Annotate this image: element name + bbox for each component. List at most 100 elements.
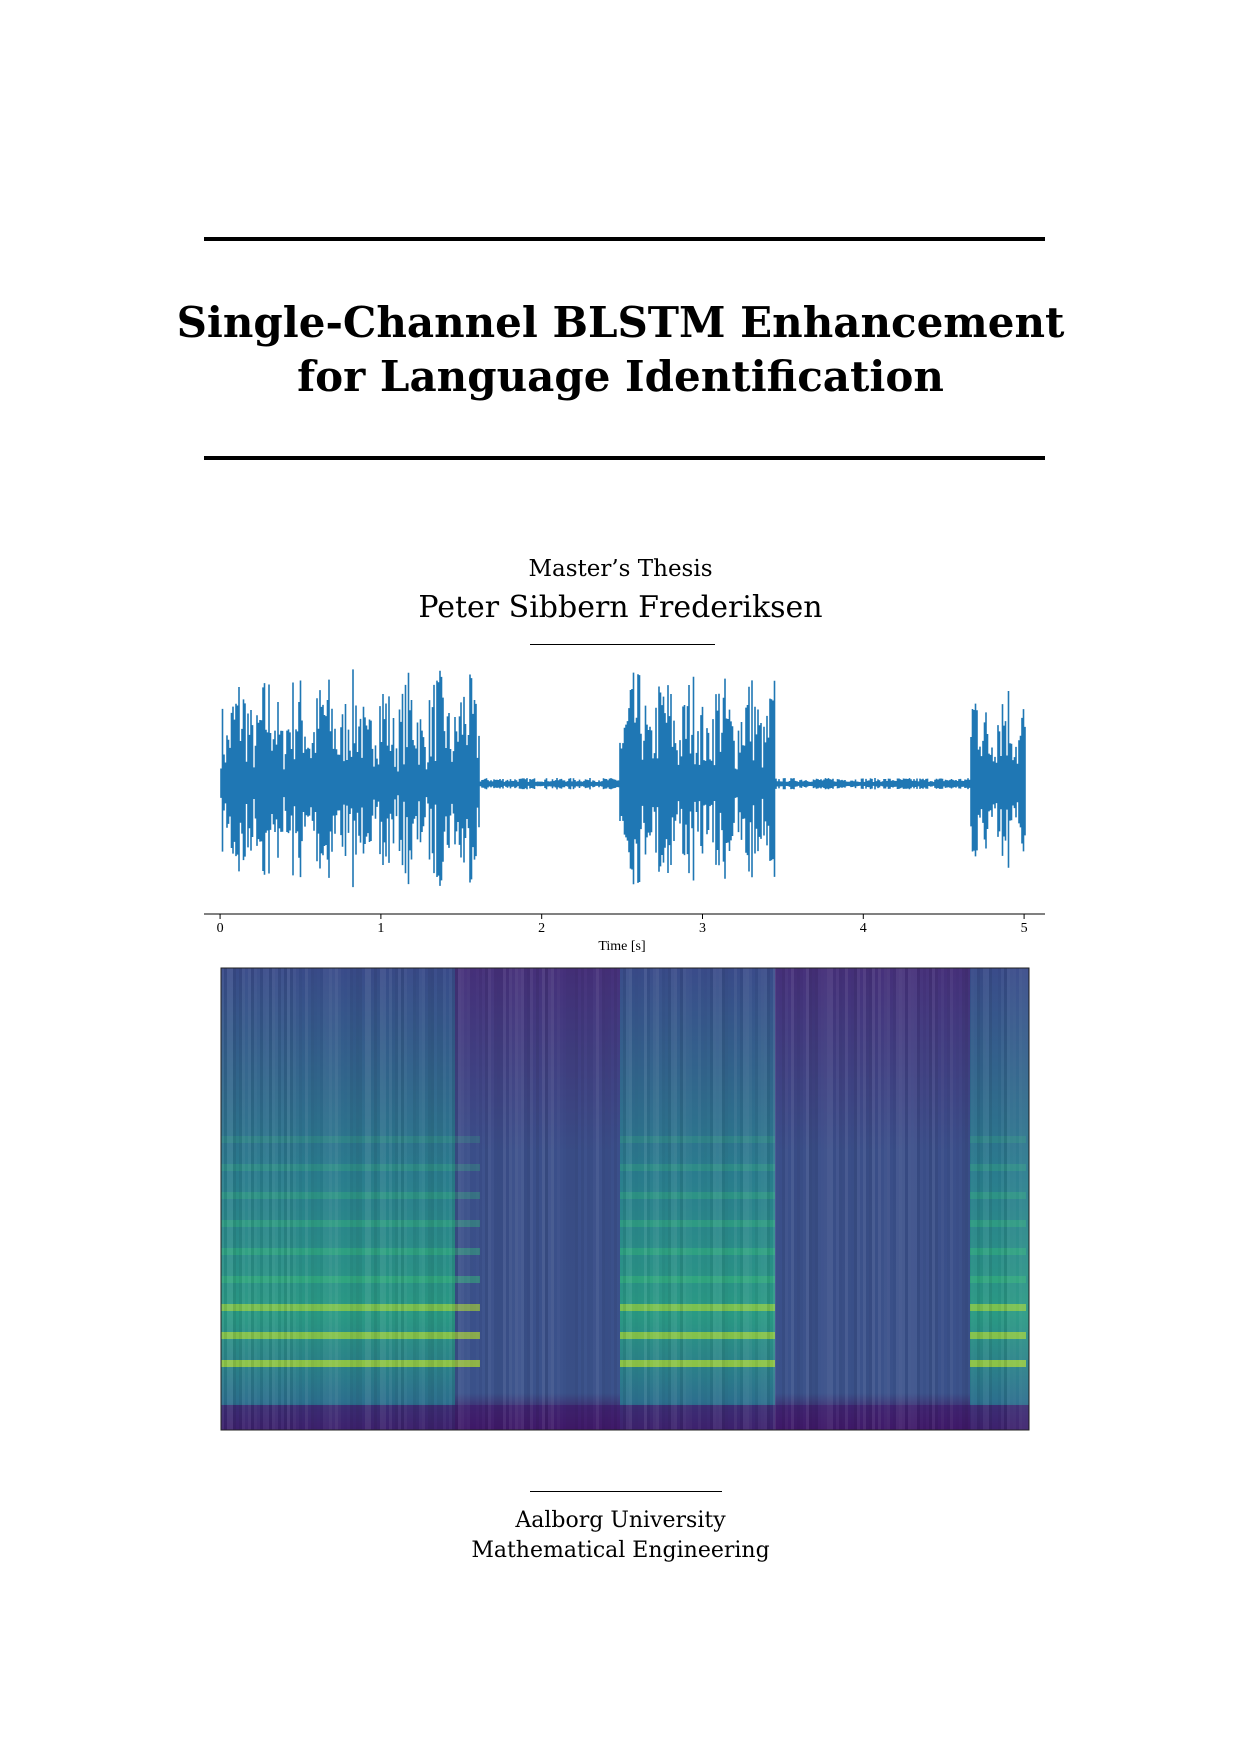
harmonic bbox=[620, 1220, 775, 1227]
noise-column bbox=[398, 968, 401, 1430]
noise-column bbox=[1007, 968, 1010, 1430]
noise-column bbox=[1001, 968, 1004, 1430]
noise-column bbox=[827, 968, 830, 1430]
noise-column bbox=[452, 968, 455, 1430]
noise-column bbox=[620, 968, 623, 1430]
frame bbox=[220, 967, 1030, 1431]
noise-column bbox=[893, 968, 896, 1430]
noise-column bbox=[947, 968, 950, 1430]
noise-column bbox=[878, 968, 881, 1430]
noise-column bbox=[758, 968, 761, 1430]
noise-column bbox=[791, 968, 794, 1430]
noise-column bbox=[482, 968, 485, 1430]
noise-column bbox=[380, 968, 383, 1430]
noise-column bbox=[809, 968, 812, 1430]
noise-column bbox=[920, 968, 923, 1430]
noise-column bbox=[704, 968, 707, 1430]
noise-column bbox=[596, 968, 599, 1430]
noise-column bbox=[770, 968, 773, 1430]
noise-column bbox=[950, 968, 953, 1430]
noise-column bbox=[395, 968, 398, 1430]
noise-column bbox=[740, 968, 743, 1430]
noise-column bbox=[308, 968, 311, 1430]
noise-column bbox=[272, 968, 275, 1430]
noise-column bbox=[461, 968, 464, 1430]
noise-column bbox=[371, 968, 374, 1430]
noise-column bbox=[254, 968, 257, 1430]
noise-column bbox=[494, 968, 497, 1430]
noise-column bbox=[974, 968, 977, 1430]
noise-column bbox=[413, 968, 416, 1430]
noise-column bbox=[689, 968, 692, 1430]
noise-column bbox=[566, 968, 569, 1430]
noise-column bbox=[842, 968, 845, 1430]
noise-column bbox=[434, 968, 437, 1430]
noise-column bbox=[500, 968, 503, 1430]
noise-column bbox=[440, 968, 443, 1430]
harmonic bbox=[455, 1304, 480, 1311]
noise-column bbox=[329, 968, 332, 1430]
harmonic bbox=[620, 1360, 775, 1367]
noise-column bbox=[581, 968, 584, 1430]
noise-column bbox=[761, 968, 764, 1430]
harmonic bbox=[620, 1136, 775, 1143]
noise-column bbox=[854, 968, 857, 1430]
noise-column bbox=[599, 968, 602, 1430]
noise-column bbox=[734, 968, 737, 1430]
noise-column bbox=[611, 968, 614, 1430]
noise-column bbox=[977, 968, 980, 1430]
noise-column bbox=[386, 968, 389, 1430]
noise-column bbox=[401, 968, 404, 1430]
author-rule bbox=[530, 644, 715, 645]
noise-column bbox=[506, 968, 509, 1430]
noise-column bbox=[983, 968, 986, 1430]
noise-column bbox=[902, 968, 905, 1430]
noise-column bbox=[863, 968, 866, 1430]
noise-column bbox=[230, 968, 233, 1430]
noise-column bbox=[323, 968, 326, 1430]
noise-column bbox=[668, 968, 671, 1430]
noise-column bbox=[635, 968, 638, 1430]
noise-column bbox=[659, 968, 662, 1430]
noise-column bbox=[632, 968, 635, 1430]
noise-column bbox=[674, 968, 677, 1430]
harmonic bbox=[970, 1164, 1026, 1171]
affiliation-line: Mathematical Engineering bbox=[471, 1538, 770, 1563]
noise-column bbox=[473, 968, 476, 1430]
noise-column bbox=[257, 968, 260, 1430]
noise-column bbox=[788, 968, 791, 1430]
figure: 0 1 2 3 4 5 Time [s] bbox=[204, 669, 1045, 1431]
harmonic bbox=[455, 1248, 480, 1255]
noise-column bbox=[383, 968, 386, 1430]
noise-column bbox=[488, 968, 491, 1430]
noise-column bbox=[866, 968, 869, 1430]
noise-column bbox=[869, 968, 872, 1430]
harmonic bbox=[455, 1220, 480, 1227]
noise-column bbox=[449, 968, 452, 1430]
harmonic bbox=[620, 1276, 775, 1283]
x-tick-label: 0 bbox=[217, 921, 224, 936]
noise-column bbox=[563, 968, 566, 1430]
noise-column bbox=[359, 968, 362, 1430]
harmonic bbox=[970, 1304, 1026, 1311]
noise-column bbox=[608, 968, 611, 1430]
noise-column bbox=[278, 968, 281, 1430]
harmonic bbox=[221, 1304, 455, 1311]
noise-column bbox=[548, 968, 551, 1430]
noise-column bbox=[737, 968, 740, 1430]
noise-column bbox=[929, 968, 932, 1430]
noise-column bbox=[623, 968, 626, 1430]
noise-column bbox=[497, 968, 500, 1430]
noise-column bbox=[296, 968, 299, 1430]
noise-column bbox=[746, 968, 749, 1430]
noise-column bbox=[284, 968, 287, 1430]
noise-column bbox=[830, 968, 833, 1430]
spectrogram bbox=[220, 967, 1030, 1431]
noise-column bbox=[221, 968, 224, 1430]
harmonic bbox=[970, 1360, 1026, 1367]
noise-column bbox=[851, 968, 854, 1430]
noise-column bbox=[773, 968, 776, 1430]
noise-column bbox=[686, 968, 689, 1430]
noise-column bbox=[437, 968, 440, 1430]
